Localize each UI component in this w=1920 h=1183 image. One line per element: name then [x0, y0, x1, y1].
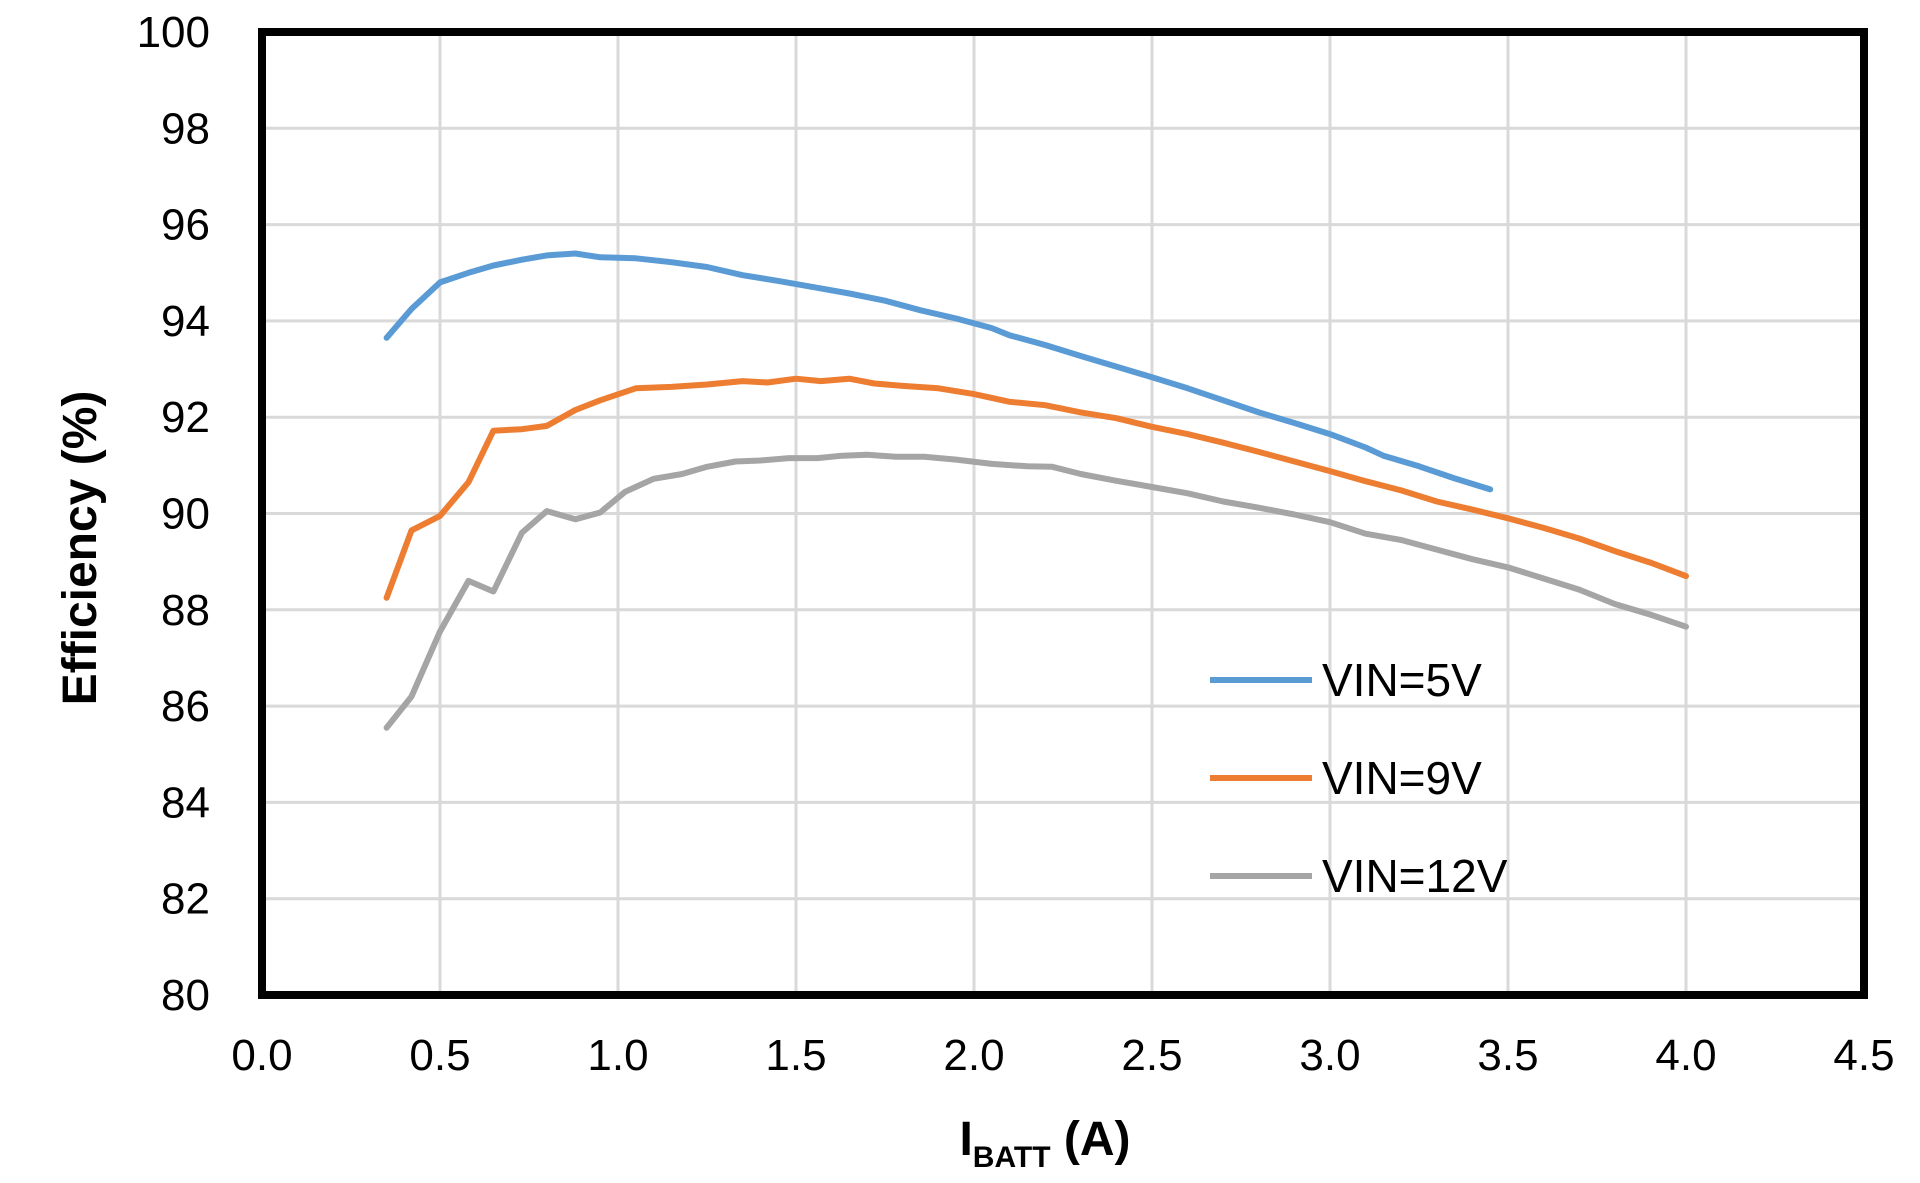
y-axis-title: Efficiency (%) — [54, 391, 107, 706]
x-tick-label: 3.0 — [1299, 1031, 1360, 1080]
x-tick-label: 2.5 — [1121, 1031, 1182, 1080]
legend-label-2: VIN=9V — [1322, 752, 1482, 804]
y-tick-label: 98 — [161, 104, 210, 153]
y-tick-label: 88 — [161, 586, 210, 635]
x-axis-title-unit: (A) — [1051, 1113, 1131, 1166]
series-lines — [383, 250, 1689, 731]
x-tick-label: 1.0 — [587, 1031, 648, 1080]
x-tick-label: 2.0 — [943, 1031, 1004, 1080]
y-tick-label: 84 — [161, 778, 210, 827]
x-tick-label: 1.5 — [765, 1031, 826, 1080]
series-line-1 — [383, 250, 1494, 493]
legend-label-3: VIN=12V — [1322, 850, 1508, 902]
x-axis-title-subscript: BATT — [973, 1141, 1051, 1174]
y-tick-labels: 80 82 84 86 88 90 92 94 96 98 100 — [137, 8, 210, 1020]
x-tick-label: 0.5 — [409, 1031, 470, 1080]
y-tick-label: 80 — [161, 971, 210, 1020]
plot-frame — [258, 28, 1868, 999]
x-tick-label: 0.0 — [231, 1031, 292, 1080]
y-tick-label: 90 — [161, 490, 210, 539]
y-tick-label: 94 — [161, 297, 210, 346]
x-tick-label: 3.5 — [1477, 1031, 1538, 1080]
x-axis-title-main: I — [959, 1113, 972, 1166]
series-line-3 — [383, 451, 1689, 731]
y-tick-label: 82 — [161, 875, 210, 924]
y-tick-label: 96 — [161, 201, 210, 250]
y-tick-label: 86 — [161, 682, 210, 731]
series-line-2 — [383, 375, 1689, 601]
legend-label-1: VIN=5V — [1322, 654, 1482, 706]
legend: VIN=5V VIN=9V VIN=12V — [1210, 654, 1508, 902]
x-tick-label: 4.0 — [1655, 1031, 1716, 1080]
gridlines — [260, 30, 1866, 997]
x-tick-labels: 0.0 0.5 1.0 1.5 2.0 2.5 3.0 3.5 4.0 4.5 — [231, 1031, 1894, 1080]
y-tick-label: 92 — [161, 393, 210, 442]
y-tick-label: 100 — [137, 8, 210, 57]
x-axis-title: IBATT (A) — [959, 1113, 1130, 1174]
x-tick-label: 4.5 — [1833, 1031, 1894, 1080]
